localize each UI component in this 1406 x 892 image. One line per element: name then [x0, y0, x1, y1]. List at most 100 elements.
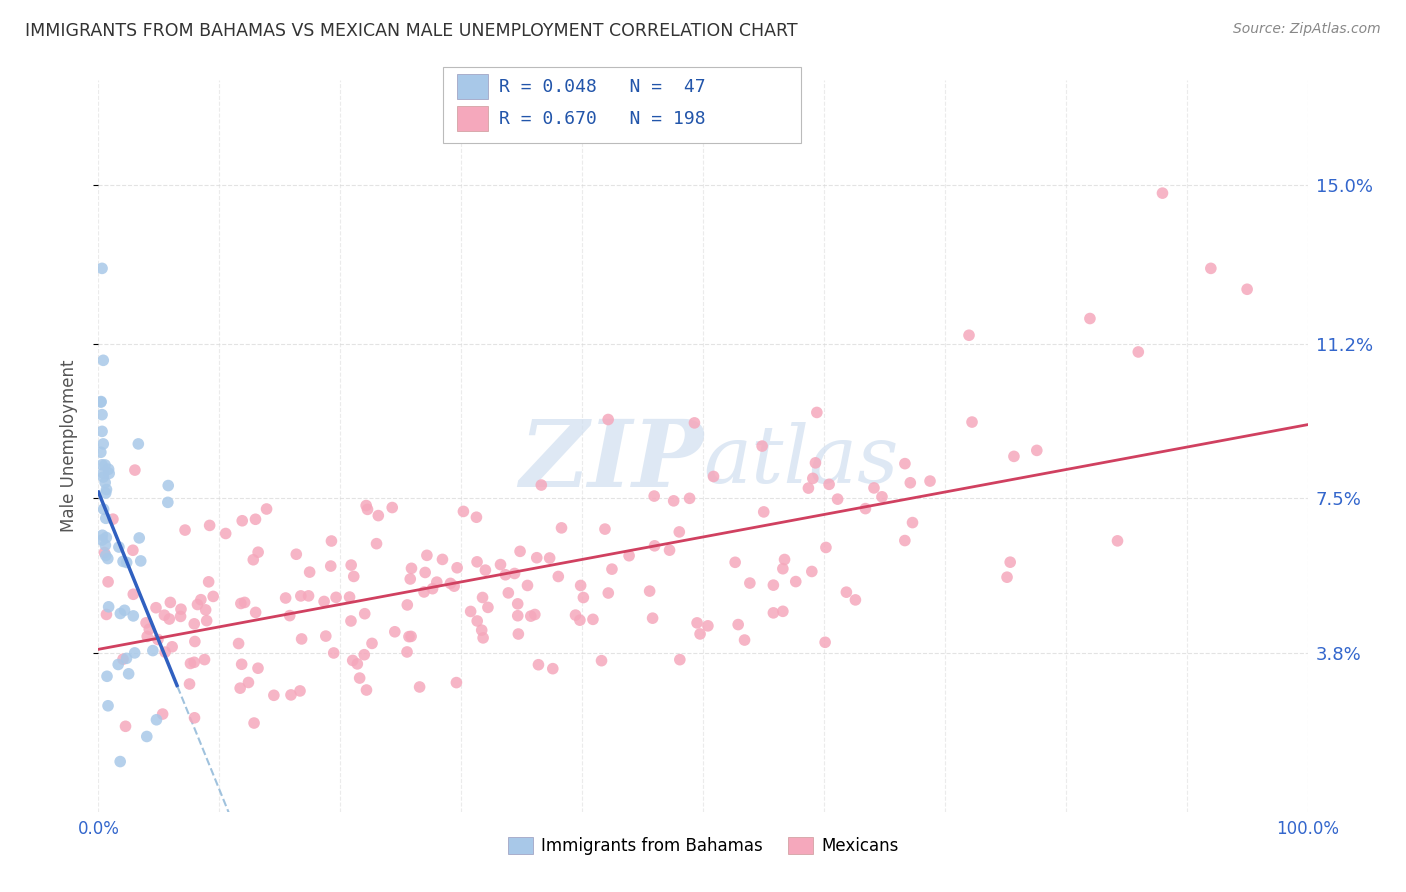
- Point: [751, 439, 773, 453]
- Point: [526, 550, 548, 565]
- Point: [157, 478, 180, 492]
- Point: [1078, 311, 1101, 326]
- Point: [600, 562, 623, 576]
- Point: [153, 645, 176, 659]
- Point: [471, 591, 494, 605]
- Point: [582, 612, 605, 626]
- Point: [422, 582, 444, 596]
- Point: [396, 598, 419, 612]
- Point: [340, 558, 363, 573]
- Point: [366, 536, 388, 550]
- Point: [170, 602, 193, 616]
- Point: [814, 635, 837, 649]
- Point: [1236, 282, 1258, 296]
- Point: [738, 576, 761, 591]
- Point: [530, 478, 553, 492]
- Point: [215, 526, 238, 541]
- Point: [384, 624, 406, 639]
- Point: [724, 555, 747, 569]
- Point: [568, 613, 591, 627]
- Point: [122, 587, 145, 601]
- Point: [231, 514, 253, 528]
- Point: [122, 543, 145, 558]
- Point: [127, 437, 149, 451]
- Point: [361, 636, 384, 650]
- Point: [183, 711, 205, 725]
- Point: [460, 604, 482, 618]
- Point: [439, 576, 461, 591]
- Point: [1025, 443, 1047, 458]
- Point: [416, 549, 439, 563]
- Point: [193, 652, 215, 666]
- Point: [801, 471, 824, 485]
- Point: [96, 483, 118, 497]
- Point: [855, 501, 877, 516]
- Point: [169, 609, 191, 624]
- Point: [844, 593, 866, 607]
- Point: [198, 518, 221, 533]
- Point: [238, 675, 260, 690]
- Point: [734, 633, 756, 648]
- Point: [541, 662, 564, 676]
- Point: [598, 586, 620, 600]
- Point: [509, 544, 531, 558]
- Point: [245, 512, 267, 526]
- Point: [527, 657, 550, 672]
- Point: [91, 353, 114, 368]
- Point: [94, 549, 117, 563]
- Point: [772, 604, 794, 618]
- Point: [818, 477, 841, 491]
- Point: [658, 543, 681, 558]
- Point: [471, 623, 494, 637]
- Point: [256, 502, 278, 516]
- Point: [285, 547, 308, 561]
- Point: [96, 607, 118, 622]
- Point: [547, 569, 569, 583]
- Point: [233, 595, 256, 609]
- Point: [662, 493, 685, 508]
- Point: [593, 522, 616, 536]
- Point: [772, 562, 794, 576]
- Point: [498, 586, 520, 600]
- Point: [321, 534, 343, 549]
- Point: [413, 566, 436, 580]
- Point: [1152, 186, 1174, 201]
- Point: [901, 516, 924, 530]
- Point: [494, 567, 516, 582]
- Point: [118, 666, 141, 681]
- Point: [354, 499, 377, 513]
- Point: [489, 558, 512, 572]
- Point: [242, 553, 264, 567]
- Point: [894, 533, 917, 548]
- Point: [413, 585, 436, 599]
- Point: [197, 574, 219, 589]
- Point: [179, 657, 201, 671]
- Legend: Immigrants from Bahamas, Mexicans: Immigrants from Bahamas, Mexicans: [501, 830, 905, 862]
- Point: [591, 654, 613, 668]
- Point: [353, 607, 375, 621]
- Point: [183, 616, 205, 631]
- Point: [291, 632, 314, 646]
- Point: [152, 707, 174, 722]
- Point: [617, 549, 640, 563]
- Point: [94, 458, 117, 472]
- Point: [110, 607, 132, 621]
- Point: [523, 607, 546, 622]
- Point: [91, 425, 114, 439]
- Point: [114, 719, 136, 733]
- Point: [231, 657, 253, 672]
- Point: [474, 563, 496, 577]
- Point: [91, 533, 114, 547]
- Point: [550, 521, 572, 535]
- Point: [157, 612, 180, 626]
- Point: [686, 615, 709, 630]
- Point: [465, 614, 488, 628]
- Point: [94, 538, 117, 552]
- Point: [446, 675, 468, 690]
- Point: [122, 608, 145, 623]
- Point: [93, 545, 115, 559]
- Point: [814, 541, 837, 555]
- Point: [97, 698, 120, 713]
- Point: [689, 627, 711, 641]
- Point: [477, 600, 499, 615]
